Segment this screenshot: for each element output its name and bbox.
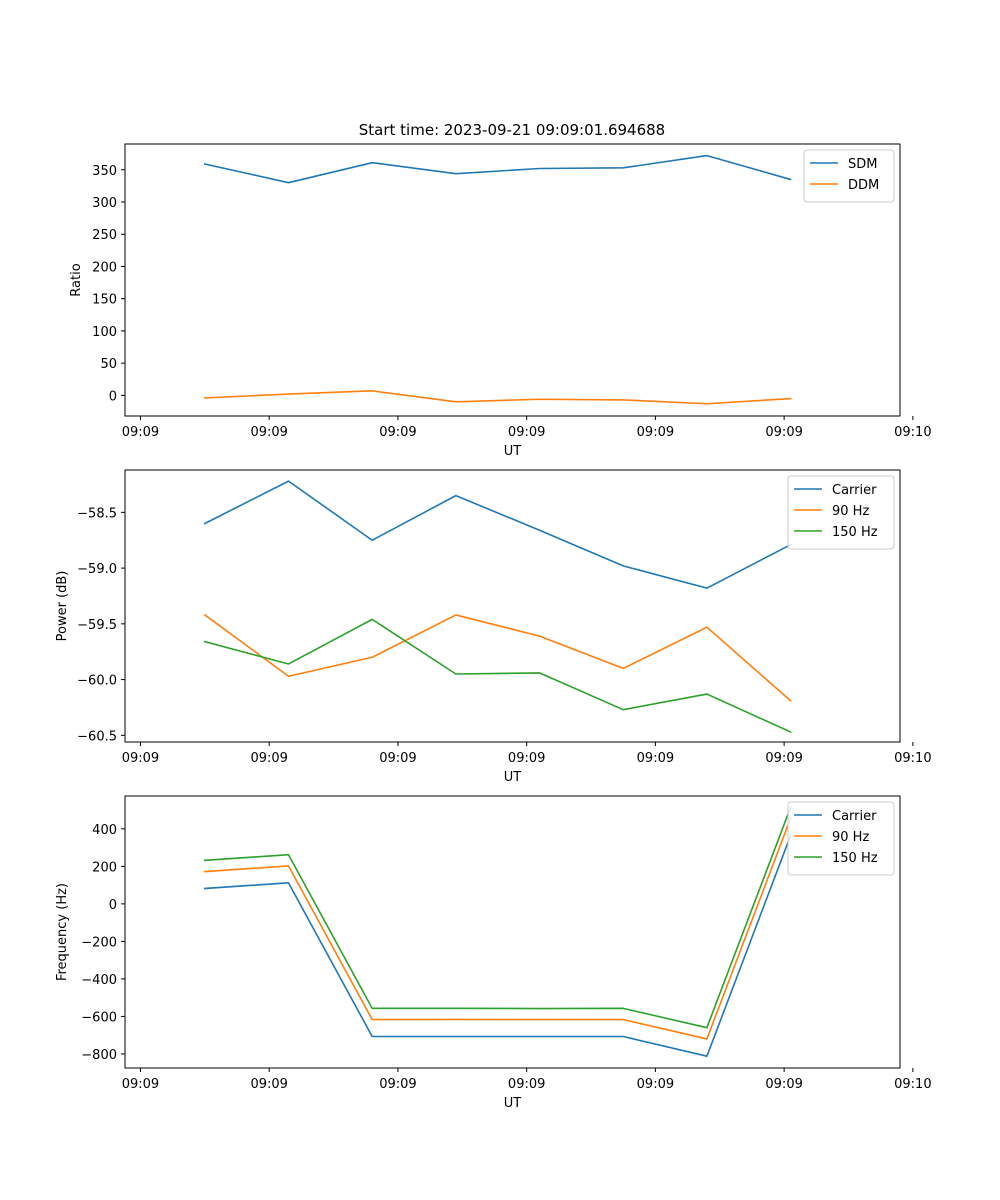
- x-tick-label: 09:09: [122, 1077, 159, 1092]
- y-tick-label: −60.0: [77, 674, 117, 689]
- legend-label-90-hz: 90 Hz: [832, 504, 869, 519]
- x-axis-label: UT: [504, 444, 522, 459]
- legend: Carrier 90 Hz 150 Hz: [787, 475, 895, 550]
- y-tick-label: 350: [92, 164, 117, 179]
- x-axis-label: UT: [504, 770, 522, 785]
- y-tick-label: 100: [92, 325, 117, 340]
- series-line-ddm: [203, 390, 792, 405]
- legend-label-150-hz: 150 Hz: [832, 525, 878, 540]
- x-tick-label: 09:09: [637, 751, 674, 766]
- x-tick-label: 09:09: [637, 425, 674, 440]
- series-line-150-hz: [203, 618, 792, 734]
- axes-frame: [124, 795, 901, 1069]
- x-axis-label: UT: [504, 1096, 522, 1111]
- y-tick-label: −60.5: [77, 729, 117, 744]
- legend: Carrier 90 Hz 150 Hz: [787, 801, 895, 876]
- x-tick-label: 09:09: [250, 751, 287, 766]
- legend: SDM DDM: [803, 149, 895, 203]
- series-line-carrier: [203, 480, 792, 589]
- x-tick-label: 09:09: [250, 1077, 287, 1092]
- x-tick-label: 09:09: [508, 751, 545, 766]
- y-tick-label: 50: [100, 357, 117, 372]
- x-tick-label: 09:10: [894, 1077, 931, 1092]
- x-tick-label: 09:09: [379, 425, 416, 440]
- y-tick-label: −59.0: [77, 562, 117, 577]
- y-axis-label: Ratio: [69, 263, 84, 296]
- x-tick-label: 09:09: [508, 425, 545, 440]
- y-tick-label: 0: [109, 389, 117, 404]
- y-tick-label: 250: [92, 228, 117, 243]
- x-tick-label: 09:09: [765, 425, 802, 440]
- y-tick-label: 300: [92, 196, 117, 211]
- series-line-carrier: [203, 834, 792, 1057]
- chart-1: 09:09 09:09 09:09 09:09 09:09 09:09 09:10 0 50 10…: [69, 143, 932, 459]
- series-line-90-hz: [203, 613, 792, 702]
- axes-frame: [124, 143, 901, 417]
- series-line-90-hz: [203, 817, 792, 1040]
- x-tick-label: 09:09: [122, 751, 159, 766]
- series-line-sdm: [203, 154, 792, 184]
- series-line-150-hz: [203, 806, 792, 1029]
- y-tick-label: −400: [81, 973, 117, 988]
- y-tick-label: 150: [92, 293, 117, 308]
- legend-label-carrier: Carrier: [832, 809, 877, 824]
- legend-label-carrier: Carrier: [832, 483, 877, 498]
- y-tick-label: 200: [92, 860, 117, 875]
- x-tick-label: 09:09: [765, 751, 802, 766]
- y-axis-label: Power (dB): [55, 571, 70, 642]
- x-tick-label: 09:09: [637, 1077, 674, 1092]
- figure-title: Start time: 2023-09-21 09:09:01.694688: [359, 121, 665, 139]
- legend-label-150-hz: 150 Hz: [832, 851, 878, 866]
- y-tick-label: 0: [109, 898, 117, 913]
- legend-label-90-hz: 90 Hz: [832, 830, 869, 845]
- x-tick-label: 09:09: [379, 751, 416, 766]
- legend-label-ddm: DDM: [848, 178, 879, 193]
- y-tick-label: −800: [81, 1048, 117, 1063]
- y-tick-label: −59.5: [77, 618, 117, 633]
- x-tick-label: 09:09: [765, 1077, 802, 1092]
- x-tick-label: 09:10: [894, 751, 931, 766]
- x-tick-label: 09:09: [250, 425, 287, 440]
- y-axis-label: Frequency (Hz): [55, 883, 70, 981]
- chart-2: 09:09 09:09 09:09 09:09 09:09 09:09 09:10 −58.5…: [55, 469, 932, 785]
- y-tick-label: −200: [81, 935, 117, 950]
- plots-container: 09:09 09:09 09:09 09:09 09:09 09:09 09:10 0 50 10…: [55, 143, 932, 1111]
- chart-3: 09:09 09:09 09:09 09:09 09:09 09:09 09:10 400 20…: [55, 795, 932, 1111]
- x-tick-label: 09:09: [122, 425, 159, 440]
- y-tick-label: −58.5: [77, 506, 117, 521]
- legend-label-sdm: SDM: [848, 157, 877, 172]
- y-tick-label: 400: [92, 823, 117, 838]
- x-tick-label: 09:09: [508, 1077, 545, 1092]
- y-tick-label: −600: [81, 1010, 117, 1025]
- x-tick-label: 09:09: [379, 1077, 416, 1092]
- y-tick-label: 200: [92, 260, 117, 275]
- x-tick-label: 09:10: [894, 425, 931, 440]
- axes-frame: [124, 469, 901, 743]
